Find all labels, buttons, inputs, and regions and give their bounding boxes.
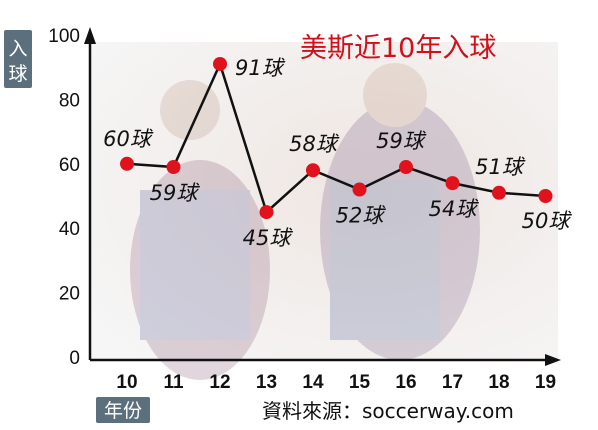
- x-tick-label: 14: [302, 372, 324, 393]
- data-label: 52球: [336, 204, 387, 228]
- x-tick-label: 19: [535, 372, 556, 393]
- x-tick-label: 17: [442, 372, 463, 393]
- x-ticks: 10 11 12 13 14 15 16 17 18 19: [116, 372, 556, 393]
- x-tick-label: 16: [395, 372, 416, 393]
- x-tick-label: 10: [116, 372, 137, 393]
- x-tick-label: 12: [209, 372, 230, 393]
- data-label: 58球: [289, 132, 340, 156]
- x-tick-label: 18: [488, 372, 509, 393]
- data-label: 51球: [475, 155, 526, 179]
- data-label: 50球: [522, 209, 573, 233]
- source-note: 資料來源：soccerway.com: [262, 399, 514, 423]
- x-tick-label: 15: [349, 372, 371, 393]
- y-tick-label: 100: [48, 26, 80, 47]
- xlabel: 年份: [104, 400, 142, 422]
- ylabel-char-2: 球: [8, 63, 27, 85]
- data-point: [120, 156, 134, 171]
- y-axis-arrow-icon: [84, 27, 96, 44]
- background-photo: [90, 42, 558, 360]
- data-label: 45球: [243, 226, 294, 250]
- y-tick-label: 80: [59, 90, 80, 111]
- x-tick-label: 11: [163, 372, 184, 393]
- data-point: [306, 163, 320, 178]
- y-tick-label: 40: [59, 219, 80, 240]
- xlabel-box: [96, 397, 150, 423]
- data-label: 54球: [429, 197, 480, 221]
- background-figures: [130, 63, 480, 380]
- data-point: [492, 185, 506, 200]
- data-point: [166, 160, 181, 175]
- series-line: [126, 60, 546, 215]
- data-labels: 60球 59球 91球 45球 58球 52球 59球 54球 51球 50球: [103, 56, 572, 250]
- data-point: [259, 205, 274, 220]
- ylabel-char-1: 入: [8, 38, 27, 60]
- y-ticks: 0 20 40 60 80 100: [48, 26, 80, 369]
- y-tick-label: 60: [59, 155, 80, 176]
- chart-title: 美斯近10年入球: [300, 33, 496, 64]
- x-axis-arrow-icon: [545, 354, 561, 366]
- data-point: [538, 189, 553, 203]
- data-point: [352, 182, 367, 197]
- data-markers: [120, 56, 553, 220]
- ylabel-box: [4, 30, 32, 88]
- x-tick-label: 13: [256, 372, 277, 393]
- data-label: 91球: [235, 56, 286, 80]
- data-point: [213, 56, 227, 71]
- y-tick-label: 20: [59, 284, 80, 305]
- data-label: 59球: [150, 181, 201, 205]
- data-label: 60球: [103, 127, 154, 151]
- data-label: 59球: [376, 129, 427, 153]
- data-point: [445, 176, 460, 191]
- y-tick-label: 0: [69, 348, 80, 369]
- data-point: [399, 160, 413, 175]
